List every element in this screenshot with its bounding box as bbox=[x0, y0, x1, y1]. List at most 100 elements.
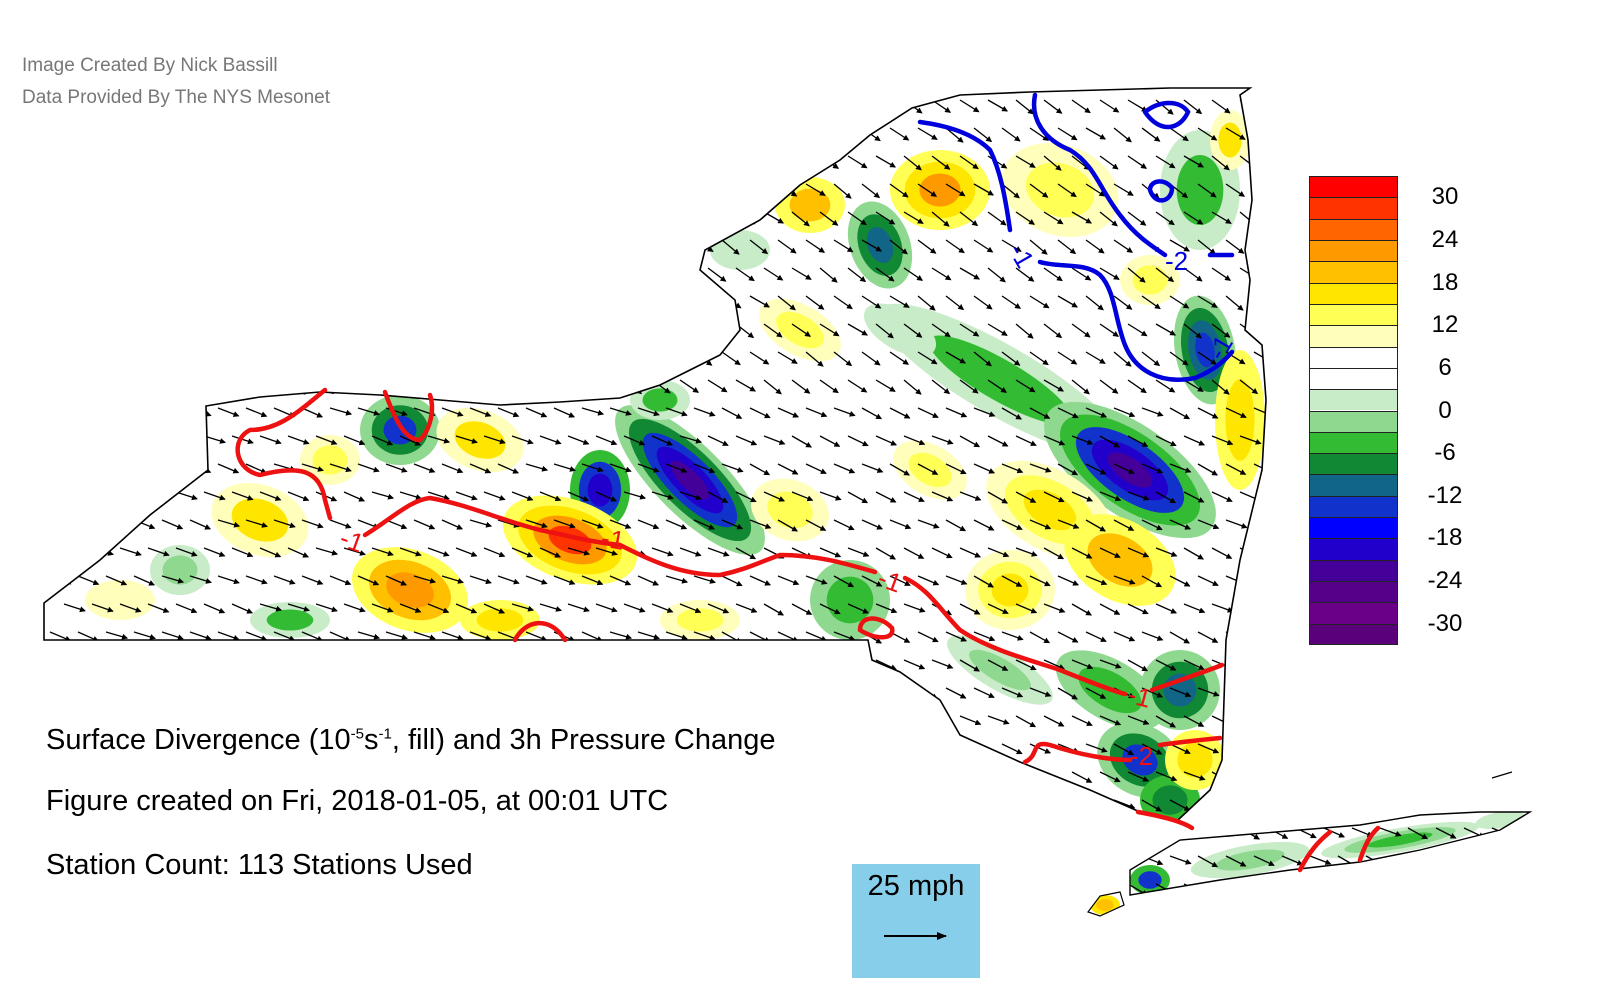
wind-vector bbox=[49, 631, 72, 642]
wind-vector bbox=[763, 267, 784, 281]
wind-vector bbox=[665, 183, 686, 196]
wind-vector bbox=[1071, 827, 1094, 837]
wind-vector bbox=[1197, 911, 1220, 916]
wind-vector bbox=[693, 911, 716, 916]
wind-vector bbox=[217, 519, 241, 528]
wind-vector bbox=[1197, 631, 1219, 643]
wind-vector bbox=[931, 323, 951, 338]
wind-vector bbox=[637, 295, 657, 311]
wind-vector bbox=[1001, 799, 1023, 812]
wind-vector bbox=[483, 379, 503, 394]
wind-vector bbox=[91, 491, 114, 502]
wind-vector bbox=[133, 631, 156, 640]
wind-vector bbox=[861, 295, 882, 309]
wind-vector bbox=[343, 827, 366, 837]
wind-vector bbox=[1449, 687, 1472, 698]
wind-vector bbox=[1379, 715, 1401, 726]
wind-vector bbox=[343, 659, 366, 669]
wind-vector bbox=[1351, 883, 1373, 894]
wind-vector bbox=[791, 323, 812, 337]
wind-vector bbox=[119, 883, 142, 893]
wind-vector bbox=[777, 855, 799, 867]
wind-vector bbox=[805, 239, 826, 253]
wind-vector bbox=[91, 827, 114, 837]
wind-vector bbox=[245, 127, 265, 142]
wind-vector bbox=[203, 267, 222, 283]
wind-vector bbox=[315, 603, 338, 613]
wind-vector bbox=[1029, 127, 1050, 141]
wind-vector bbox=[693, 407, 716, 417]
wind-vector bbox=[1085, 407, 1108, 418]
wind-vector bbox=[1029, 575, 1051, 587]
wind-vector bbox=[791, 659, 814, 669]
wind-vector bbox=[525, 463, 549, 472]
wind-vector bbox=[1379, 155, 1399, 171]
wind-vector bbox=[875, 323, 894, 339]
wind-vector bbox=[917, 743, 940, 753]
wind-vector bbox=[175, 211, 194, 227]
wind-vector bbox=[245, 351, 265, 366]
wind-vector bbox=[931, 211, 950, 227]
wind-vector bbox=[49, 183, 70, 196]
wind-vector bbox=[1421, 687, 1443, 699]
wind-vector bbox=[1043, 491, 1065, 503]
wind-vector bbox=[385, 127, 405, 142]
wind-vector bbox=[1505, 351, 1526, 365]
wind-vector bbox=[1113, 183, 1134, 196]
wind-vector bbox=[63, 99, 84, 112]
wind-vector bbox=[455, 99, 475, 114]
state-boundary bbox=[43, 87, 1533, 917]
wind-vector bbox=[399, 99, 418, 115]
wind-vector bbox=[959, 715, 982, 726]
wind-vector bbox=[77, 911, 101, 916]
wind-vector bbox=[483, 267, 504, 280]
wind-vector bbox=[1393, 687, 1415, 699]
wind-vector bbox=[637, 855, 661, 864]
wind-vector bbox=[315, 547, 339, 556]
wind-vector bbox=[1099, 715, 1122, 726]
wind-vector bbox=[147, 379, 166, 395]
wind-vector bbox=[1015, 547, 1038, 557]
wind-vector bbox=[1127, 379, 1147, 394]
wind-vector bbox=[133, 351, 154, 365]
wind-vector bbox=[91, 211, 112, 225]
wind-vector bbox=[105, 351, 125, 366]
wind-vector bbox=[665, 575, 689, 584]
wind-vector bbox=[133, 239, 153, 255]
wind-vector bbox=[1323, 771, 1346, 781]
wind-vector bbox=[833, 911, 855, 916]
wind-vector bbox=[595, 883, 618, 893]
wind-vector bbox=[987, 547, 1010, 558]
wind-vector bbox=[567, 99, 587, 115]
wind-vector bbox=[1211, 99, 1231, 114]
wind-vector bbox=[889, 295, 910, 308]
wind-vector bbox=[371, 379, 392, 393]
wind-vector bbox=[595, 267, 616, 281]
wind-vector bbox=[623, 603, 646, 613]
wind-vector bbox=[315, 99, 336, 113]
wind-vector bbox=[1127, 659, 1149, 672]
wind-vector bbox=[581, 911, 605, 916]
wind-vector bbox=[1211, 491, 1233, 502]
wind-vector bbox=[861, 463, 884, 473]
wind-vector bbox=[1435, 155, 1456, 169]
wind-vector bbox=[931, 379, 951, 395]
wind-vector bbox=[315, 155, 335, 170]
wind-vector bbox=[287, 715, 310, 725]
wind-vector bbox=[231, 715, 254, 725]
wind-vector bbox=[623, 99, 644, 113]
wind-vector bbox=[1071, 491, 1094, 502]
wind-vector bbox=[1519, 211, 1530, 224]
wind-vector bbox=[497, 239, 518, 253]
wind-vector bbox=[1155, 323, 1176, 336]
wind-vector bbox=[1477, 463, 1500, 473]
wind-vector bbox=[749, 575, 772, 586]
wind-vector bbox=[665, 519, 688, 530]
wind-vector bbox=[567, 883, 590, 893]
wind-vector bbox=[1295, 883, 1317, 896]
wind-vector bbox=[357, 463, 380, 473]
wind-vector bbox=[1379, 827, 1402, 837]
wind-vector bbox=[511, 323, 532, 337]
wind-vector bbox=[119, 211, 140, 225]
wind-vector bbox=[329, 911, 353, 916]
